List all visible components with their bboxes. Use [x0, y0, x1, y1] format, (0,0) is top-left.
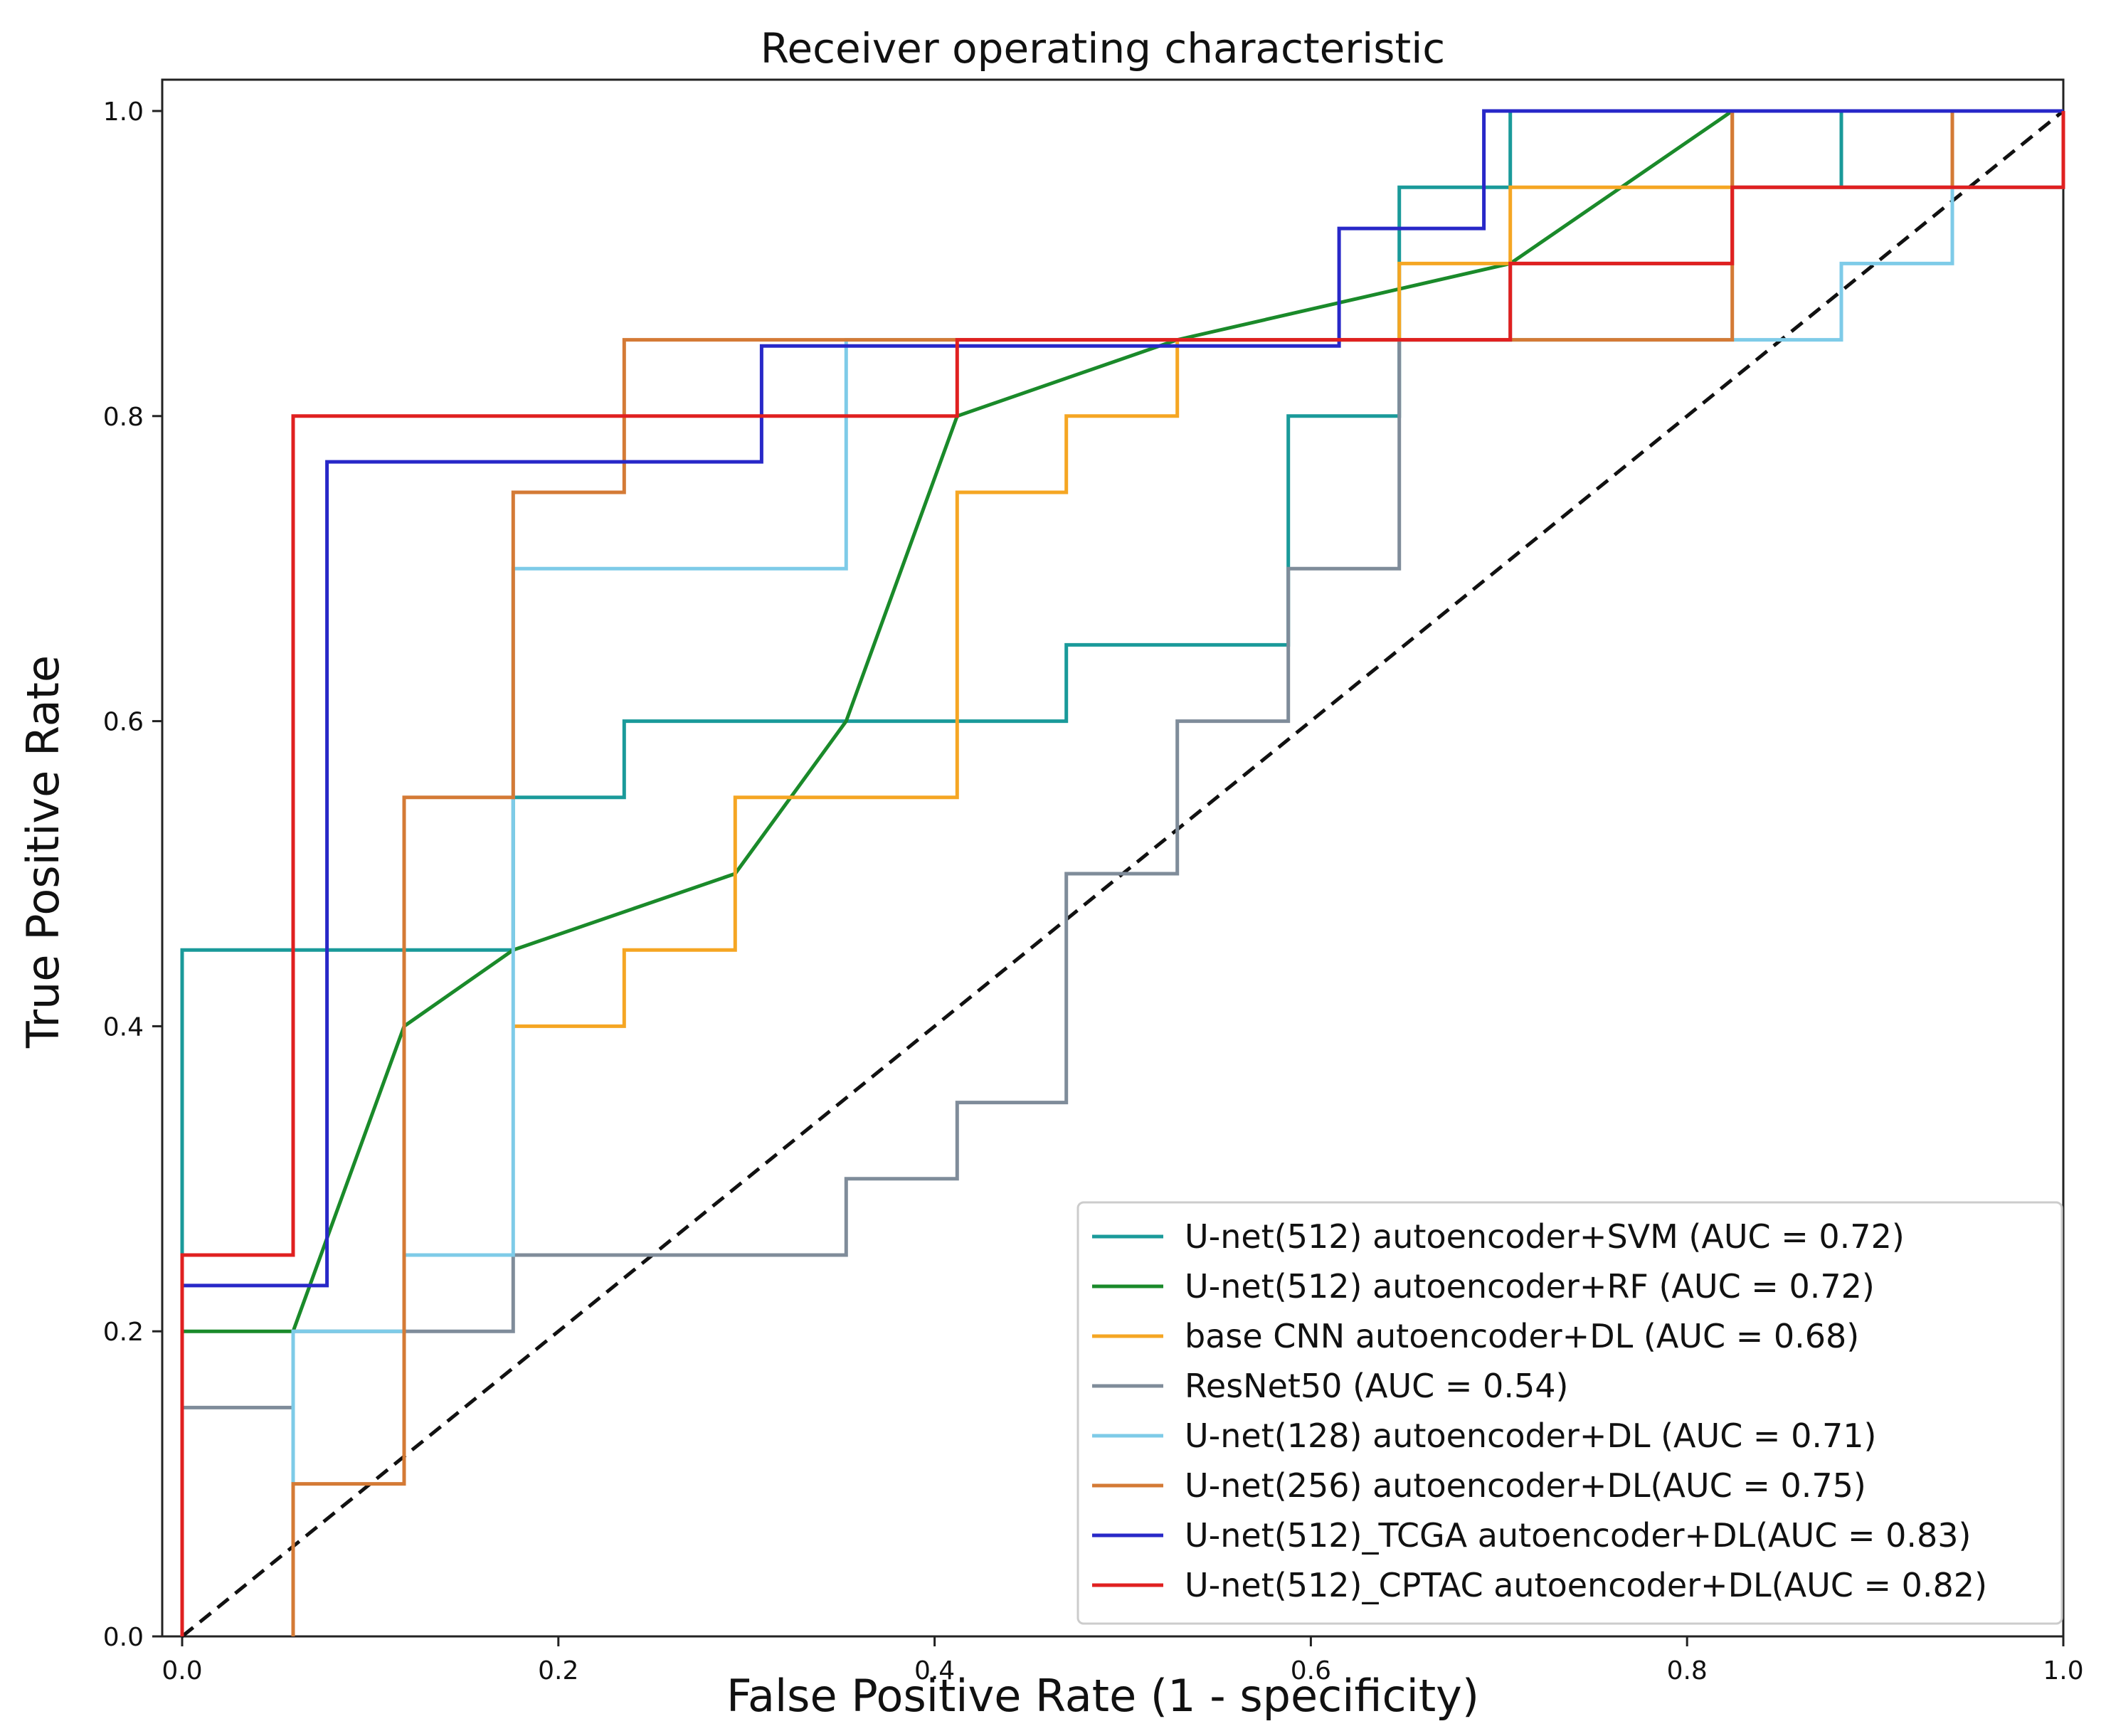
plot-frame — [161, 78, 2065, 1638]
y-tick-label: 0.6 — [103, 708, 144, 737]
roc-series-line-3 — [513, 109, 2063, 1028]
x-tick-label: 0.4 — [914, 1656, 955, 1685]
x-tick-label: 0.6 — [1291, 1656, 1331, 1685]
roc-series-line-7 — [182, 109, 2063, 1288]
legend: U-net(512) autoencoder+SVM (AUC = 0.72) U… — [1076, 1201, 2063, 1625]
legend-entry-label: U-net(128) autoencoder+DL (AUC = 0.71) — [1185, 1417, 1876, 1455]
chart-title: Receiver operating characteristic — [761, 24, 1445, 73]
legend-entry-label: U-net(256) autoencoder+DL(AUC = 0.75) — [1185, 1466, 1866, 1505]
y-tick-label: 0.0 — [103, 1623, 144, 1652]
y-axis-label: True Positive Rate — [17, 655, 69, 1049]
legend-entry-label: U-net(512)_CPTAC autoencoder+DL(AUC = 0.… — [1185, 1566, 1987, 1604]
legend-entry-label: U-net(512)_TCGA autoencoder+DL(AUC = 0.8… — [1185, 1516, 1971, 1555]
y-tick-label: 0.2 — [103, 1318, 144, 1347]
x-tick-label: 0.0 — [162, 1656, 202, 1685]
x-tick-label: 0.8 — [1667, 1656, 1708, 1685]
x-tick-label: 1.0 — [2043, 1656, 2083, 1685]
x-tick-label: 0.2 — [538, 1656, 578, 1685]
y-tick-label: 0.4 — [103, 1012, 144, 1042]
legend-entry-label: ResNet50 (AUC = 0.54) — [1185, 1367, 1568, 1405]
roc-series-line-8 — [180, 111, 2065, 1636]
x-axis-label: False Positive Rate (1 - specificity) — [726, 1670, 1479, 1722]
roc-series-line-2 — [182, 109, 2063, 1333]
y-tick-label: 0.8 — [103, 403, 144, 432]
plot-area: 0.0 0.2 0.4 0.6 0.8 1.0 0.0 0.2 0.4 0.6 0.8 1.0 — [103, 78, 2084, 1685]
legend-entry-label: base CNN autoencoder+DL (AUC = 0.68) — [1185, 1317, 1859, 1355]
y-tick-label: 1.0 — [103, 97, 144, 127]
legend-box — [1076, 1201, 2063, 1625]
legend-entry-label: U-net(512) autoencoder+RF (AUC = 0.72) — [1185, 1267, 1875, 1306]
legend-entry-label: U-net(512) autoencoder+SVM (AUC = 0.72) — [1185, 1217, 1905, 1256]
roc-series-line-1 — [180, 109, 2063, 1255]
